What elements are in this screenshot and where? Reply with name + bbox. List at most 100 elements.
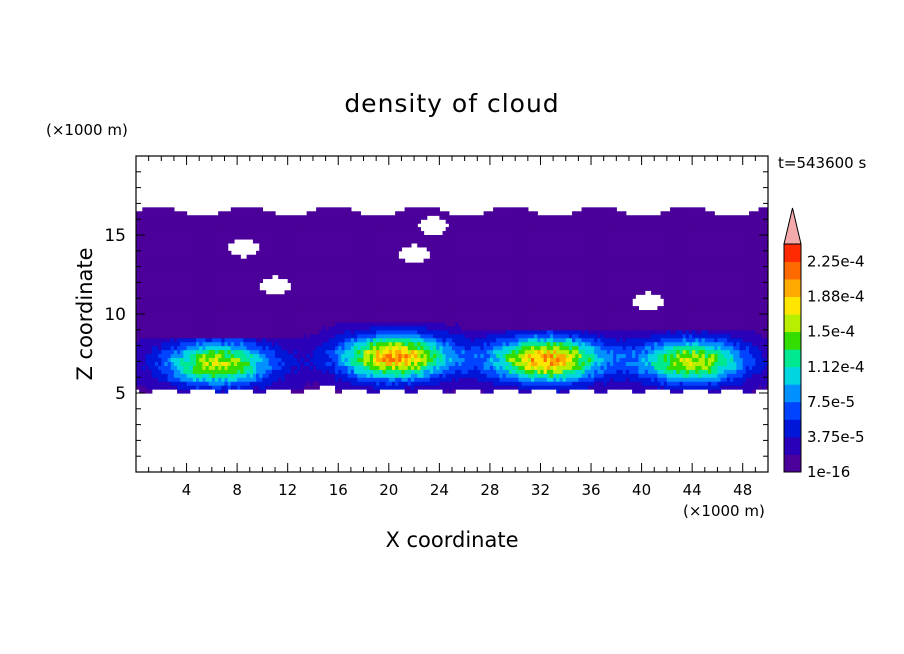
field-cell [357,381,361,386]
field-cell [477,219,482,224]
field-cell [240,231,245,236]
field-cell [423,282,428,287]
field-cell [199,294,203,299]
field-cell [331,211,336,216]
field-cell [224,258,229,264]
field-cell [196,341,200,347]
field-cell [439,321,444,327]
field-cell [186,219,191,224]
field-cell [344,235,349,240]
field-cell [477,306,482,311]
field-cell [215,377,219,382]
field-cell [287,223,292,228]
field-cell [167,381,172,386]
field-cell [328,270,333,276]
field-cell [319,246,324,252]
field-cell [448,325,453,331]
field-cell [275,329,279,335]
field-cell [395,373,399,378]
field-cell [360,223,365,228]
field-cell [464,262,469,268]
field-cell [474,223,478,228]
field-cell [470,341,475,347]
field-cell [477,298,482,303]
field-cell [426,321,431,327]
field-cell [256,235,260,240]
field-cell [297,290,301,295]
field-cell [151,270,156,276]
field-cell [139,278,143,283]
field-cell [167,290,172,295]
field-cell [164,333,169,339]
field-cell [306,227,311,232]
field-cell [429,337,434,343]
field-cell [281,238,286,244]
field-cell [265,349,270,355]
field-cell [230,266,235,272]
field-cell [275,266,279,272]
field-cell [300,235,305,240]
field-cell [243,215,248,220]
field-cell [136,314,140,319]
field-cell [474,242,478,248]
field-cell [205,353,210,359]
field-cell [230,306,235,311]
field-cell [445,238,450,244]
field-cell [341,373,346,378]
field-cell [341,290,346,295]
field-cell [142,385,147,390]
field-cell [158,242,162,248]
field-cell [439,333,444,339]
field-cell [398,321,403,327]
field-cell [211,381,216,386]
field-cell [325,223,330,228]
field-cell [385,349,390,355]
field-cell [464,235,469,240]
field-cell [328,242,333,248]
field-cell [309,262,314,268]
field-cell [382,290,387,295]
field-cell [306,238,311,244]
field-cell [347,231,352,236]
field-cell [265,345,270,351]
field-cell [474,365,478,370]
field-cell [300,341,305,347]
field-cell [470,333,475,339]
field-cell [186,349,191,355]
field-cell [474,294,478,299]
field-cell [480,345,485,351]
field-cell [414,235,418,240]
field-cell [278,223,282,228]
field-cell [211,302,216,307]
field-cell [347,317,352,323]
field-cell [167,314,172,319]
field-cell [319,361,324,366]
field-cell [322,381,327,386]
field-cell [376,286,380,291]
field-cell [493,333,497,339]
field-cell [196,321,200,327]
field-cell [211,314,216,319]
field-cell [215,317,219,323]
field-cell [350,215,355,220]
field-cell [268,361,273,366]
field-cell [167,294,172,299]
field-cell [303,294,308,299]
field-cell [290,294,295,299]
field-cell [202,286,207,291]
field-cell [139,211,143,216]
field-cell [357,333,361,339]
field-cell [208,345,213,351]
field-cell [202,317,207,323]
field-cell [486,290,491,295]
field-cell [331,381,336,386]
field-cell [470,231,475,236]
field-cell [306,254,311,260]
field-cell [259,349,263,355]
field-cell [401,337,406,343]
field-cell [341,235,346,240]
field-cell [357,373,361,378]
field-cell [404,266,409,272]
field-cell [464,286,469,291]
field-cell [486,385,491,390]
